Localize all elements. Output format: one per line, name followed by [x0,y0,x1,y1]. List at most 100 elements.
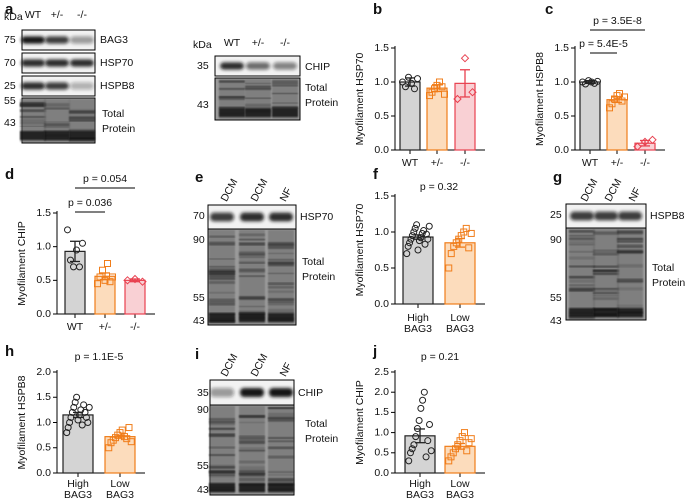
data-point [422,453,430,461]
marker-label: 43 [197,484,209,496]
data-point [648,135,657,145]
data-point [633,142,642,151]
data-point [413,221,421,229]
marker-label: 55 [4,95,16,107]
blot-stripe [593,265,619,268]
y-axis-title: Myofilament HSPB8 [534,52,546,146]
blot-stripe [569,251,595,253]
data-point [82,413,90,421]
blot-stripe [20,131,46,140]
blot-stripe [239,255,265,258]
y-axis-title: Myofilament HSPB8 [16,375,28,469]
blot-stripe [20,121,46,125]
blot-stripe [268,436,294,440]
blot-stripe [44,126,70,129]
data-point [79,239,86,247]
data-point [405,457,413,465]
blot-stripe [268,283,294,286]
marker-label: 25 [4,80,16,92]
blot-band [70,59,94,67]
blot-stripe [239,415,265,418]
marker-label: 43 [550,315,562,327]
blot-band [210,388,234,397]
blot-stripe [268,308,294,312]
bar-chart: h Myofilament HSPB8 0.0 0.5 1.0 1.5 2.0 p = 1.1… [5,343,145,479]
data-point [420,388,428,396]
panel-letter: h [5,343,14,360]
marker-label: 70 [4,57,16,69]
p-value: p = 0.21 [421,351,459,363]
blot-strip [209,404,295,496]
blot-stripe [209,464,235,468]
marker-label: 35 [197,60,209,72]
data-point [404,242,412,250]
data-point [414,75,421,83]
blot-stripe [268,483,294,492]
data-point [80,401,88,409]
blot-label: Total [102,108,124,120]
lane-label: DCM [249,177,271,204]
blot-stripe [209,417,235,420]
blot-stripe [239,275,265,277]
y-tick-label: 2.0 [374,386,389,398]
blot-band [45,36,69,44]
blot-stripe [593,269,619,274]
blot-stripe [268,480,294,483]
p-value: p = 0.036 [68,197,112,209]
data-point [447,250,455,258]
blot-stripe [268,415,294,419]
data-point [127,438,135,446]
data-point [406,449,414,457]
blot-label: Protein [652,277,685,289]
blot-stripe [593,290,619,294]
blot-stripe [569,239,595,242]
data-point [467,435,475,443]
y-axis-title: Myofilament CHIP [16,221,28,306]
data-point [427,447,435,455]
p-value: p = 5.4E-5 [579,38,628,50]
data-point [78,421,86,429]
x-tick-label: High [407,312,429,324]
blot-stripe [569,279,595,283]
data-point [467,229,475,237]
x-tick-label: BAG3 [404,323,432,335]
panel-letter: j [372,343,377,360]
y-tick-label: 1.5 [36,391,51,403]
blot-stripe [593,287,619,290]
blot-strip [20,97,96,144]
blot-stripe [617,249,643,253]
blot-stripe [268,455,294,459]
blot-label: HSP70 [300,211,333,223]
blot-stripe [239,296,265,299]
blot-stripe [44,125,70,127]
x-tick-label: BAG3 [446,489,474,499]
blot-stripe [569,284,595,287]
blot-strip [214,55,301,77]
data-point [441,90,448,98]
data-point [462,224,470,232]
blot-stripe [593,231,619,235]
blot-stripe [272,108,298,117]
blot-stripe [239,297,265,301]
blot-stripe [617,231,643,234]
bar [579,81,601,151]
blot-stripe [20,101,46,106]
blot-stripe [617,240,643,243]
blot-label: Protein [305,97,338,109]
marker-label: 55 [193,292,205,304]
blot-stripe [239,477,265,482]
data-point [84,419,92,426]
data-point [447,453,455,461]
data-point [73,393,81,401]
data-point [449,449,457,457]
blot-stripe [569,230,595,234]
data-point [454,441,462,449]
y-tick-label: 1.0 [554,76,569,88]
blot-stripe [569,237,595,240]
blot-stripe [268,417,294,419]
data-point [415,416,423,424]
blot-stripe [209,258,235,260]
blot-stripe [593,251,619,255]
data-point [76,263,83,271]
blot-stripe [209,275,235,280]
